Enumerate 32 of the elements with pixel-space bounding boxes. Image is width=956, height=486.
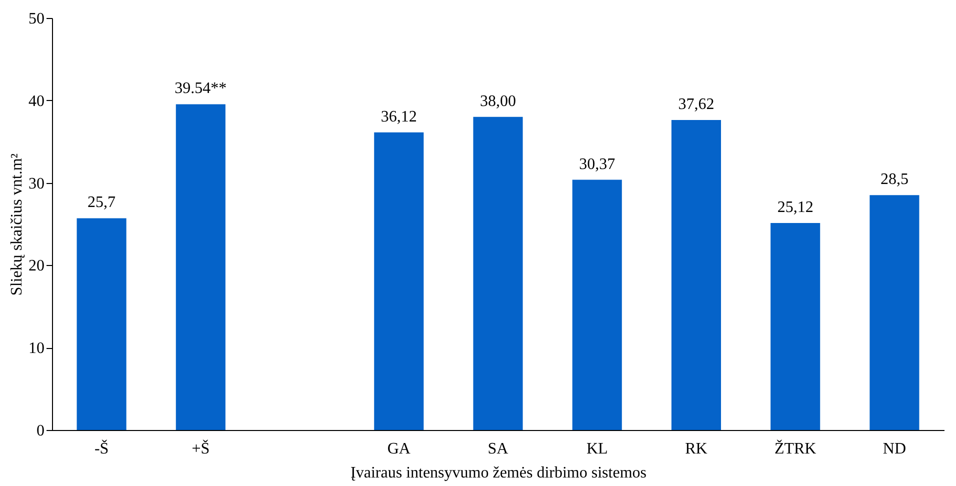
bar <box>176 104 226 430</box>
y-axis-title: Sliekų skaičius vnt.m² <box>8 153 26 296</box>
x-tick-label: RK <box>685 440 708 458</box>
bar <box>572 180 622 430</box>
data-label: 38,00 <box>480 92 516 110</box>
x-tick-label: GA <box>387 440 411 458</box>
y-tick-label: 0 <box>36 422 44 440</box>
x-tick-label: KL <box>586 440 608 458</box>
data-label: 25,7 <box>88 194 116 212</box>
x-axis-title: Įvairaus intensyvumo žemės dirbimo sistemos <box>350 464 646 482</box>
y-tick-label: 30 <box>28 175 44 192</box>
data-label: 37,62 <box>678 96 714 114</box>
data-label: 30,37 <box>579 156 616 173</box>
y-tick-label: 10 <box>28 340 44 358</box>
x-tick-label: SA <box>488 440 509 458</box>
x-tick-label: ŽTRK <box>774 440 817 458</box>
data-label: 36,12 <box>380 108 417 126</box>
data-label: 25,12 <box>777 199 814 216</box>
bar <box>473 116 523 430</box>
y-tick-label: 50 <box>28 10 44 28</box>
bar <box>374 132 424 430</box>
y-tick-label: 20 <box>28 258 44 275</box>
x-tick-label: -Š <box>94 440 109 458</box>
x-tick-label: +Š <box>192 440 210 458</box>
data-label: 39.54** <box>174 80 227 98</box>
data-label: 28,5 <box>880 171 908 188</box>
bar <box>671 120 721 430</box>
y-tick-label: 40 <box>28 92 44 110</box>
bar <box>76 218 126 430</box>
bar <box>770 223 820 430</box>
x-tick-label: ND <box>882 440 906 458</box>
bar <box>870 195 920 430</box>
